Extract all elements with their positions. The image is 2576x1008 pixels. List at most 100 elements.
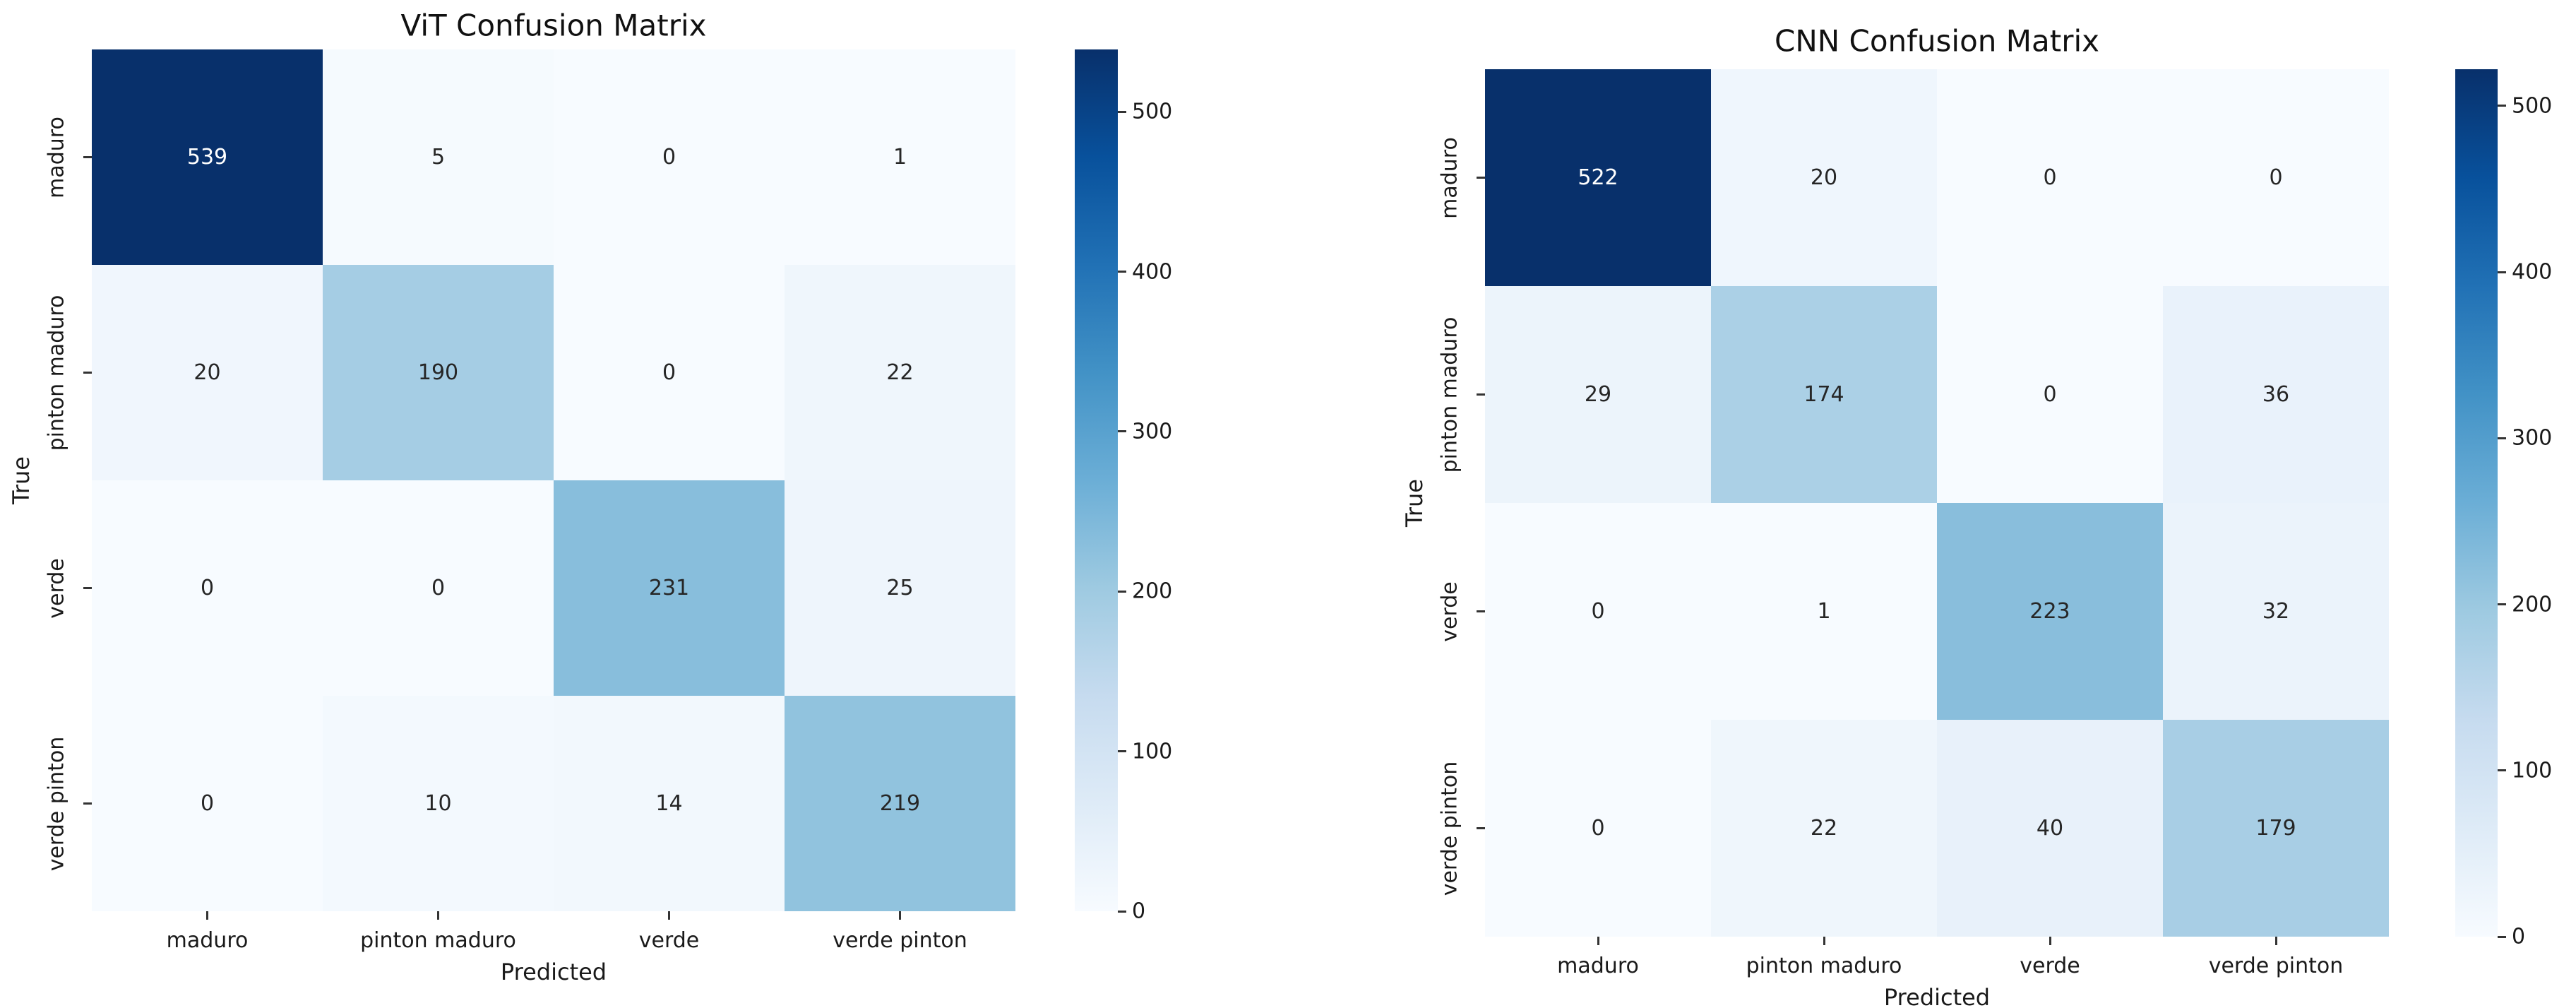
cell-value: 10 — [424, 790, 452, 816]
heatmap-cell: 0 — [92, 480, 323, 696]
y-tick — [1477, 177, 1485, 179]
cell-value: 219 — [879, 790, 921, 816]
heatmap-cell: 0 — [1485, 503, 1711, 720]
cnn-y-axis-label: True — [1401, 479, 1428, 527]
cnn-col-label-2: verde — [2020, 954, 2080, 978]
heatmap-cell: 22 — [785, 265, 1015, 480]
colorbar-tick — [2498, 603, 2506, 605]
heatmap-cell: 219 — [785, 696, 1015, 911]
vit-colorbar-gradient — [1075, 49, 1118, 911]
x-tick — [668, 911, 670, 920]
cell-value: 231 — [648, 575, 690, 600]
heatmap-cell: 10 — [323, 696, 554, 911]
cnn-row-label-2: verde — [1437, 581, 1462, 642]
cell-value: 223 — [2029, 598, 2070, 624]
cell-value: 1 — [893, 144, 907, 170]
vit-col-label-2: verde — [638, 928, 700, 953]
cell-value: 40 — [2036, 815, 2064, 841]
colorbar-tick — [2498, 437, 2506, 439]
heatmap-cell: 0 — [554, 49, 785, 265]
cell-value: 0 — [2043, 381, 2057, 407]
cnn-col-label-0: maduro — [1557, 954, 1639, 978]
colorbar-tick-label: 200 — [2512, 592, 2553, 617]
cell-value: 20 — [1810, 165, 1838, 190]
heatmap-cell: 0 — [1937, 69, 2163, 286]
heatmap-cell: 0 — [92, 696, 323, 911]
heatmap-cell: 22 — [1711, 720, 1937, 937]
cell-value: 20 — [193, 360, 221, 385]
vit-col-label-1: pinton maduro — [360, 928, 516, 953]
colorbar-tick-label: 500 — [2512, 93, 2553, 119]
cnn-colorbar-gradient — [2455, 69, 2498, 937]
heatmap-cell: 0 — [323, 480, 554, 696]
cell-value: 1 — [1817, 598, 1831, 624]
colorbar-tick-label: 200 — [1132, 579, 1173, 604]
y-tick — [1477, 610, 1485, 612]
colorbar-tick — [2498, 105, 2506, 107]
heatmap-cell: 223 — [1937, 503, 2163, 720]
colorbar-tick — [1118, 590, 1126, 593]
cell-value: 174 — [1803, 381, 1844, 407]
heatmap-cell: 20 — [92, 265, 323, 480]
colorbar-tick — [2498, 271, 2506, 273]
heatmap-cell: 32 — [2163, 503, 2389, 720]
colorbar-tick-label: 100 — [2512, 758, 2553, 783]
heatmap-cell: 40 — [1937, 720, 2163, 937]
cell-value: 32 — [2262, 598, 2290, 624]
heatmap-cell: 522 — [1485, 69, 1711, 286]
colorbar-tick-label: 300 — [2512, 425, 2553, 451]
cell-value: 14 — [655, 790, 683, 816]
cnn-row-label-3: verde pinton — [1437, 761, 1462, 896]
cell-value: 0 — [431, 575, 446, 600]
colorbar-tick — [1118, 750, 1126, 753]
x-tick — [1597, 937, 1599, 945]
heatmap-cell: 0 — [2163, 69, 2389, 286]
cell-value: 22 — [1810, 815, 1838, 841]
x-tick — [2274, 937, 2277, 945]
colorbar-tick-label: 400 — [1132, 259, 1173, 285]
x-tick — [2049, 937, 2051, 945]
y-tick — [1477, 393, 1485, 396]
vit-chart-title: ViT Confusion Matrix — [400, 8, 707, 43]
x-tick — [437, 911, 439, 920]
cell-value: 0 — [662, 144, 676, 170]
y-tick — [83, 156, 92, 158]
y-tick — [83, 587, 92, 589]
cell-value: 25 — [886, 575, 914, 600]
cell-value: 539 — [186, 144, 228, 170]
heatmap-cell: 1 — [785, 49, 1015, 265]
vit-col-label-3: verde pinton — [833, 928, 967, 953]
heatmap-cell: 231 — [554, 480, 785, 696]
heatmap-cell: 174 — [1711, 286, 1937, 503]
colorbar-tick — [1118, 910, 1126, 913]
heatmap-cell: 5 — [323, 49, 554, 265]
colorbar-tick — [2498, 769, 2506, 772]
heatmap-cell: 0 — [1937, 286, 2163, 503]
heatmap-cell: 20 — [1711, 69, 1937, 286]
heatmap-cell: 14 — [554, 696, 785, 911]
colorbar-tick-label: 0 — [1132, 899, 1146, 924]
cell-value: 0 — [1591, 815, 1605, 841]
cell-value: 0 — [200, 790, 215, 816]
cell-value: 0 — [1591, 598, 1605, 624]
cnn-row-label-0: maduro — [1437, 136, 1462, 219]
heatmap-cell: 0 — [554, 265, 785, 480]
cell-value: 29 — [1584, 381, 1612, 407]
heatmap-cell: 1 — [1711, 503, 1937, 720]
colorbar-tick-label: 0 — [2512, 924, 2526, 949]
heatmap-cell: 0 — [1485, 720, 1711, 937]
colorbar-tick-label: 100 — [1132, 739, 1173, 764]
vit-x-axis-label: Predicted — [500, 959, 607, 985]
cell-value: 5 — [431, 144, 446, 170]
colorbar-tick — [1118, 271, 1126, 273]
y-tick — [1477, 827, 1485, 829]
cell-value: 0 — [2269, 165, 2283, 190]
x-tick — [899, 911, 901, 920]
colorbar-tick-label: 400 — [2512, 259, 2553, 285]
cell-value: 22 — [886, 360, 914, 385]
cell-value: 36 — [2262, 381, 2290, 407]
cell-value: 522 — [1578, 165, 1618, 190]
cell-value: 179 — [2255, 815, 2296, 841]
